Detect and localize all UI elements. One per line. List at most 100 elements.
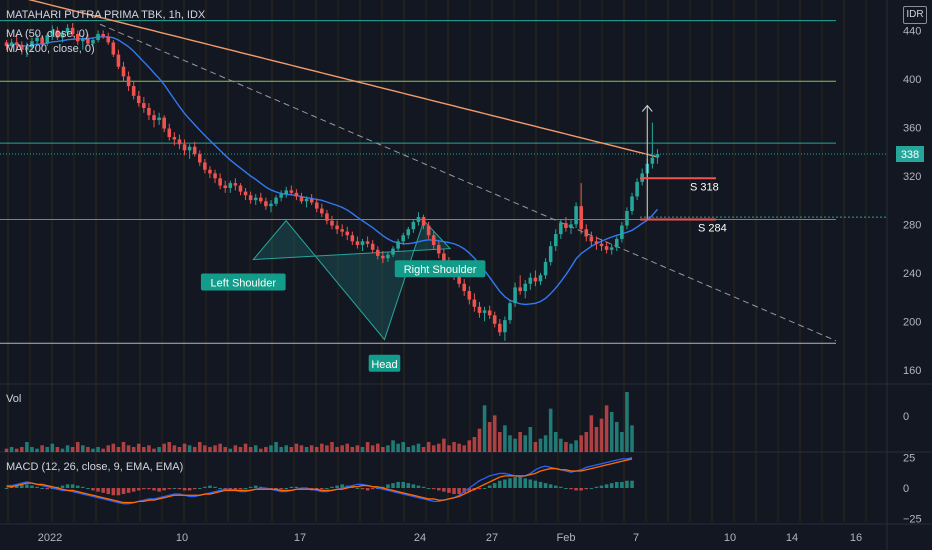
macd-signal-line bbox=[6, 458, 633, 504]
candle-body bbox=[604, 246, 609, 250]
macd-histogram-bar bbox=[91, 488, 95, 491]
volume-bar bbox=[381, 447, 385, 452]
candle-body bbox=[9, 42, 14, 47]
volume-bar bbox=[243, 443, 248, 452]
candle-body bbox=[340, 229, 344, 232]
ma200-legend[interactable]: MA (200, close, 0) bbox=[6, 43, 95, 55]
candle-body bbox=[401, 235, 405, 242]
candle-body bbox=[294, 192, 299, 197]
candle-body bbox=[487, 310, 492, 316]
candle-body bbox=[253, 197, 258, 201]
macd-histogram-bar bbox=[248, 486, 253, 488]
volume-bar bbox=[126, 445, 131, 452]
volume-bar bbox=[304, 447, 309, 452]
candle-body bbox=[365, 241, 370, 244]
macd-histogram-bar bbox=[355, 488, 360, 489]
volume-bar bbox=[426, 442, 431, 452]
macd-histogram-bar bbox=[65, 484, 70, 488]
volume-bar bbox=[330, 442, 334, 452]
candle-body bbox=[325, 213, 329, 221]
volume-bar bbox=[350, 447, 355, 452]
volume-bar bbox=[487, 422, 492, 452]
macd-legend[interactable]: MACD (12, 26, close, 9, EMA, EMA) bbox=[6, 461, 184, 473]
candle-body bbox=[167, 128, 172, 138]
macd-histogram-bar bbox=[35, 486, 39, 488]
candle-body bbox=[121, 66, 126, 77]
candle-body bbox=[421, 217, 426, 226]
pattern-label: Left Shoulder bbox=[211, 278, 277, 290]
volume-bar bbox=[70, 447, 75, 452]
candle-body bbox=[620, 225, 624, 239]
volume-bar bbox=[9, 447, 14, 452]
macd-histogram-bar bbox=[553, 485, 558, 488]
volume-bar bbox=[60, 448, 65, 452]
time-tick-label: 14 bbox=[786, 532, 798, 544]
volume-bar bbox=[177, 447, 182, 452]
pattern-label-box bbox=[200, 273, 286, 291]
price-tick-label: 280 bbox=[903, 219, 921, 231]
candle-body bbox=[187, 146, 192, 151]
volume-bar bbox=[569, 443, 573, 452]
macd-histogram-bar bbox=[253, 485, 258, 488]
macd-histogram-bar bbox=[136, 488, 141, 491]
candle-body bbox=[131, 86, 136, 96]
ma50-legend[interactable]: MA (50, close, 0) bbox=[6, 28, 89, 40]
time-tick-label: 2022 bbox=[38, 532, 62, 544]
time-tick-label: 10 bbox=[724, 532, 736, 544]
macd-histogram-bar bbox=[208, 485, 212, 488]
macd-histogram-bar bbox=[426, 488, 431, 489]
macd-histogram-bar bbox=[630, 480, 634, 488]
volume-bar bbox=[553, 432, 558, 452]
chart-title: MATAHARI PUTRA PRIMA TBK, 1h, IDX bbox=[6, 9, 206, 21]
candle-body bbox=[609, 247, 614, 250]
volume-bar bbox=[391, 440, 395, 452]
candle-body bbox=[14, 42, 19, 45]
candle-body bbox=[462, 283, 466, 292]
volume-bar bbox=[142, 447, 146, 452]
volume-bar bbox=[574, 440, 578, 452]
macd-histogram-bar bbox=[411, 484, 416, 488]
macd-histogram-bar bbox=[543, 483, 548, 488]
volume-bar bbox=[625, 392, 629, 452]
currency-badge[interactable]: IDR bbox=[903, 6, 927, 24]
macd-histogram-bar bbox=[594, 486, 599, 488]
volume-bar bbox=[365, 442, 370, 452]
head-and-shoulders-pattern bbox=[252, 219, 452, 341]
volume-bar bbox=[370, 445, 375, 452]
macd-histogram-bar bbox=[508, 478, 512, 488]
candle-body bbox=[370, 243, 375, 250]
candle-body bbox=[136, 95, 141, 104]
volume-bar bbox=[65, 445, 70, 452]
macd-histogram-bar bbox=[4, 488, 9, 489]
candle-body bbox=[223, 185, 227, 188]
volume-bar bbox=[121, 442, 126, 452]
candle-body bbox=[396, 241, 400, 249]
macd-tick-label: −25 bbox=[903, 513, 922, 525]
candle-body bbox=[457, 275, 461, 284]
volume-bar bbox=[96, 447, 100, 452]
candle-body bbox=[203, 162, 207, 170]
volume-bar bbox=[411, 445, 416, 452]
candle-body bbox=[192, 146, 197, 155]
macd-histogram-bar bbox=[442, 488, 446, 492]
volume-bar bbox=[299, 445, 304, 452]
candle-body bbox=[25, 47, 29, 50]
volume-bar bbox=[492, 415, 497, 452]
volume-bar bbox=[208, 447, 212, 452]
candle-body bbox=[284, 190, 289, 195]
candle-body bbox=[152, 115, 156, 121]
macd-histogram-bar bbox=[75, 485, 80, 488]
candle-body bbox=[218, 178, 222, 186]
volume-bar bbox=[503, 425, 507, 452]
volume-bar bbox=[167, 442, 172, 452]
macd-histogram-bar bbox=[416, 485, 421, 488]
macd-histogram-bar bbox=[614, 481, 619, 488]
candle-body bbox=[116, 54, 121, 67]
volume-legend[interactable]: Vol bbox=[6, 393, 22, 405]
macd-histogram-bar bbox=[599, 485, 604, 488]
volume-bar bbox=[314, 447, 319, 452]
volume-bar bbox=[284, 445, 289, 452]
macd-histogram-bar bbox=[462, 488, 466, 493]
volume-bar bbox=[228, 448, 233, 452]
